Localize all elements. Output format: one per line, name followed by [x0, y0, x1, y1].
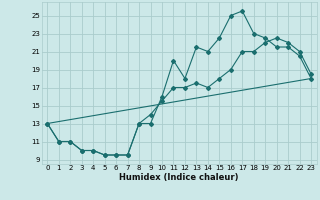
X-axis label: Humidex (Indice chaleur): Humidex (Indice chaleur) [119, 173, 239, 182]
